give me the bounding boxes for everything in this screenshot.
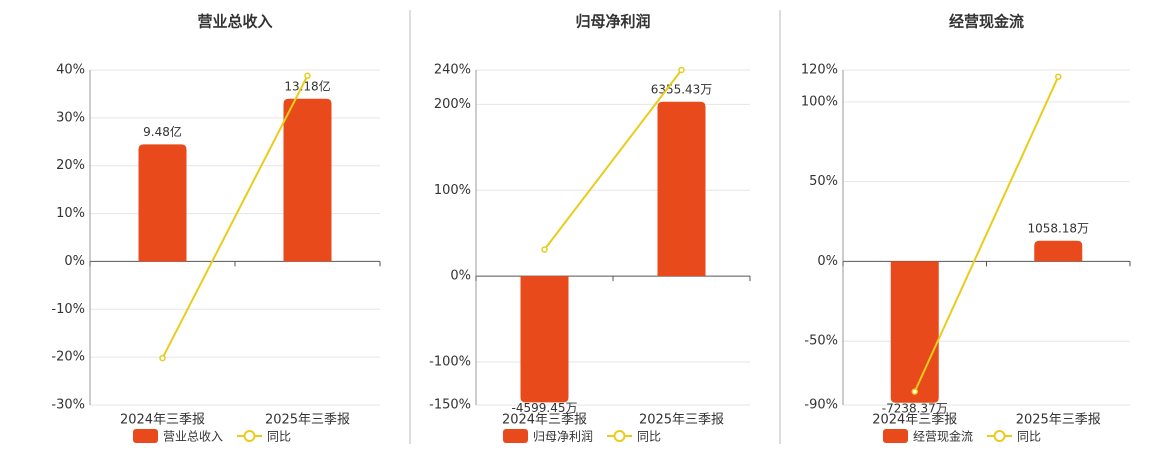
x-tick-label: 2024年三季报 — [502, 413, 587, 428]
y-tick-label: 20% — [56, 158, 85, 173]
y-tick-label: 100% — [434, 183, 471, 198]
legend-swatch — [993, 430, 1006, 442]
y-tick-label: -30% — [51, 398, 85, 413]
legend-swatch — [883, 429, 908, 443]
y-tick-label: 100% — [801, 94, 838, 109]
y-tick-label: -150% — [429, 398, 471, 413]
line-point — [1055, 73, 1062, 80]
data-label: 1058.18万 — [1027, 221, 1089, 235]
legend-swatch — [503, 429, 528, 443]
y-tick-label: -100% — [429, 355, 471, 370]
legend-label: 同比 — [637, 430, 661, 444]
line-point — [678, 66, 685, 74]
bar — [657, 101, 706, 277]
x-tick-label: 2025年三季报 — [639, 413, 724, 428]
x-tick-label: 2024年三季报 — [120, 413, 205, 428]
chart-title: 经营现金流 — [949, 13, 1024, 31]
data-label: 13.18亿 — [284, 78, 330, 93]
y-tick-label: -20% — [51, 350, 85, 365]
legend-label: 同比 — [267, 430, 291, 444]
line-point — [911, 388, 918, 395]
y-tick-label: 10% — [56, 206, 85, 221]
legend-swatch — [613, 430, 626, 442]
legend-label: 营业总收入 — [163, 430, 223, 444]
line-point — [304, 72, 311, 79]
line-point — [159, 354, 166, 362]
chart-title: 营业总收入 — [197, 13, 272, 31]
legend-swatch — [243, 430, 256, 442]
line — [913, 76, 1060, 393]
x-tick-label: 2025年三季报 — [265, 413, 350, 428]
y-tick-label: -50% — [804, 334, 838, 349]
y-tick-label: 0% — [64, 254, 85, 269]
y-tick-label: 0% — [817, 254, 838, 269]
bar — [890, 261, 939, 403]
y-tick-label: 30% — [56, 110, 85, 125]
y-tick-label: 200% — [434, 97, 471, 112]
line — [161, 75, 309, 359]
legend-label: 归母净利润 — [533, 430, 593, 444]
bar — [520, 276, 569, 403]
data-label: 9.48亿 — [143, 124, 182, 139]
line — [543, 69, 683, 251]
y-tick-label: 120% — [801, 63, 838, 78]
legend-label: 同比 — [1017, 430, 1041, 444]
legend-swatch — [133, 429, 158, 443]
x-tick-label: 2025年三季报 — [1016, 413, 1101, 428]
y-tick-label: 40% — [56, 63, 85, 78]
legend-label: 经营现金流 — [913, 429, 973, 444]
y-tick-label: 0% — [450, 269, 471, 284]
bar — [1034, 240, 1083, 262]
y-tick-label: -10% — [51, 302, 85, 317]
data-label: -4599.45万 — [512, 401, 578, 415]
data-label: -7238.37万 — [882, 401, 948, 415]
data-label: 6355.43万 — [651, 82, 713, 96]
y-tick-label: 50% — [809, 174, 838, 189]
y-tick-label: -90% — [804, 398, 838, 413]
line-point — [541, 246, 548, 253]
chart-title: 归母净利润 — [575, 13, 650, 31]
bar — [283, 98, 332, 262]
bar — [138, 144, 187, 262]
y-tick-label: 240% — [434, 63, 471, 78]
x-tick-label: 2024年三季报 — [872, 413, 957, 428]
